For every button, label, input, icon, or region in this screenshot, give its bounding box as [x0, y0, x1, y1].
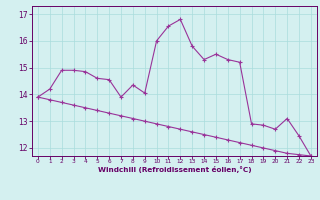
X-axis label: Windchill (Refroidissement éolien,°C): Windchill (Refroidissement éolien,°C) [98, 166, 251, 173]
